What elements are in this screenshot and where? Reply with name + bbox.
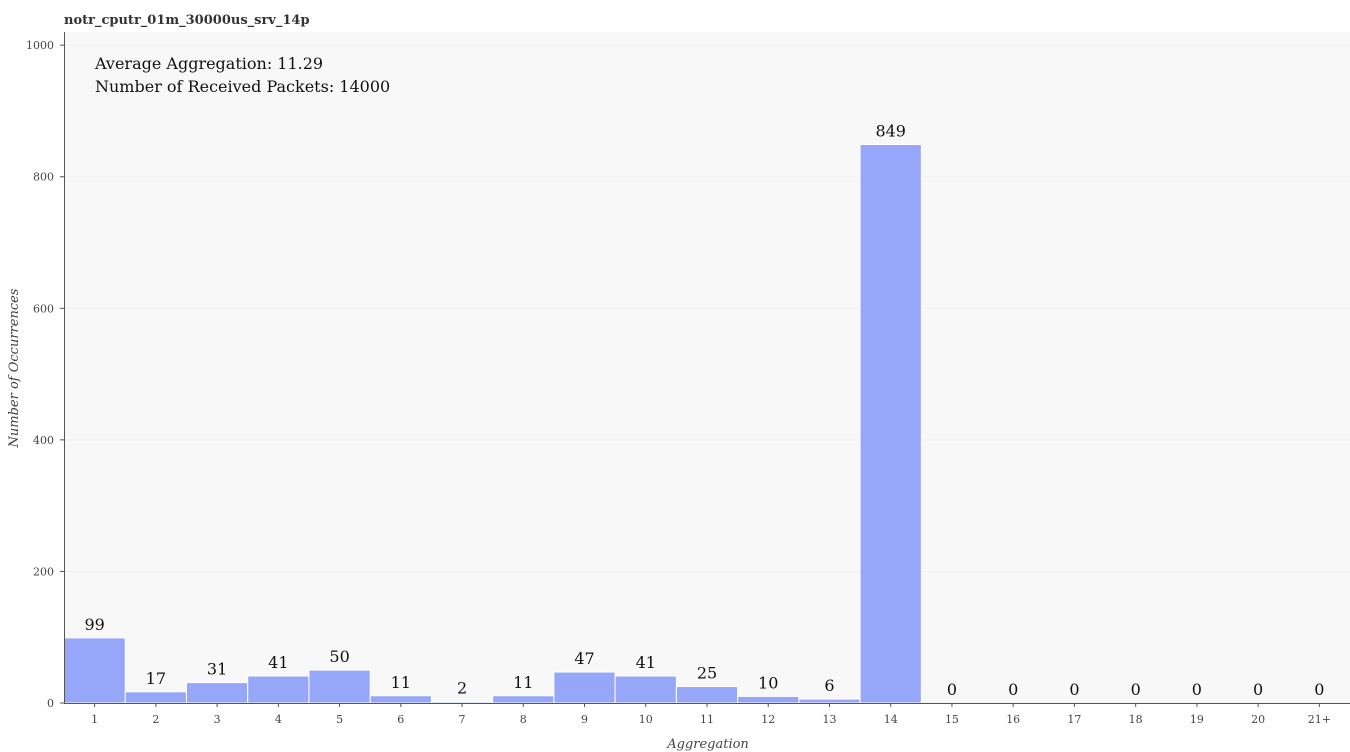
x-tick-label: 12 xyxy=(761,713,775,726)
bar-value-label: 0 xyxy=(1131,680,1141,699)
x-tick-label: 10 xyxy=(639,713,653,726)
bar-value-label: 25 xyxy=(697,664,717,683)
plot-area xyxy=(64,32,1350,703)
bar-value-label: 99 xyxy=(84,615,104,634)
bar xyxy=(675,686,739,704)
bar-value-label: 50 xyxy=(329,647,349,666)
x-tick-label: 18 xyxy=(1129,713,1143,726)
bar-value-label: 47 xyxy=(574,649,594,668)
x-tick-label: 14 xyxy=(884,713,898,726)
bar-value-label: 0 xyxy=(1008,680,1018,699)
bar-value-label: 11 xyxy=(391,673,411,692)
x-ticks-group: 1 2 3 4 5 6 7 8 9 10 11 12 13 14 15 16 17 18 19 20 21+ xyxy=(91,703,1331,726)
annotation-received-packets: Number of Received Packets: 14000 xyxy=(95,77,390,96)
x-tick-label: 3 xyxy=(214,713,221,726)
bars-group xyxy=(63,143,922,704)
y-tick-label: 800 xyxy=(33,171,54,184)
bar xyxy=(247,675,310,704)
y-tick-label: 1000 xyxy=(26,39,54,52)
bar xyxy=(553,671,616,704)
bar-value-label: 17 xyxy=(146,669,166,688)
chart-title: notr_cputr_01m_30000us_srv_14p xyxy=(64,13,310,28)
bar-value-label: 2 xyxy=(457,679,467,698)
x-tick-label: 19 xyxy=(1190,713,1204,726)
bar-value-label: 41 xyxy=(268,653,288,672)
annotation-average-aggregation: Average Aggregation: 11.29 xyxy=(94,54,323,73)
x-tick-label: 7 xyxy=(459,713,466,726)
bar xyxy=(63,637,126,704)
y-tick-label: 0 xyxy=(47,697,54,710)
bar-value-label: 41 xyxy=(636,653,656,672)
x-tick-label: 20 xyxy=(1251,713,1265,726)
bar-value-label: 31 xyxy=(207,660,227,679)
bar xyxy=(492,695,555,704)
bar xyxy=(369,695,432,704)
bar xyxy=(614,675,677,704)
bar-value-label: 849 xyxy=(875,121,906,140)
x-tick-label: 2 xyxy=(152,713,159,726)
bar xyxy=(185,682,249,704)
bar-value-label: 0 xyxy=(1253,680,1263,699)
bar-value-label: 11 xyxy=(513,673,533,692)
x-tick-label: 17 xyxy=(1067,713,1081,726)
y-tick-label: 400 xyxy=(33,434,54,447)
y-axis-label: Number of Occurrences xyxy=(7,288,22,448)
bar-value-label: 0 xyxy=(1314,680,1324,699)
bar xyxy=(430,701,494,704)
bar-value-label: 10 xyxy=(758,673,778,692)
x-tick-label: 1 xyxy=(91,713,98,726)
x-tick-label: 21+ xyxy=(1308,713,1331,726)
bar-labels-group: 99 17 31 41 50 11 2 11 47 41 25 10 6 849 0 0 0 0 0 0 0 xyxy=(84,121,1324,699)
bar xyxy=(859,143,922,704)
bar xyxy=(737,695,800,704)
bar xyxy=(308,669,371,704)
x-tick-label: 8 xyxy=(520,713,527,726)
x-tick-label: 16 xyxy=(1006,713,1020,726)
bar xyxy=(124,691,187,704)
x-tick-label: 15 xyxy=(945,713,959,726)
y-tick-label: 600 xyxy=(33,302,54,315)
y-ticks-group: 0 200 400 600 800 1000 xyxy=(26,39,64,710)
x-tick-label: 9 xyxy=(581,713,588,726)
x-tick-label: 6 xyxy=(397,713,404,726)
x-tick-label: 5 xyxy=(336,713,343,726)
x-tick-label: 13 xyxy=(822,713,836,726)
bar-value-label: 0 xyxy=(947,680,957,699)
bar xyxy=(798,698,861,704)
bar-value-label: 6 xyxy=(824,676,834,695)
x-tick-label: 11 xyxy=(700,713,714,726)
y-tick-label: 200 xyxy=(33,565,54,578)
bar-value-label: 0 xyxy=(1069,680,1079,699)
x-tick-label: 4 xyxy=(275,713,282,726)
bar-value-label: 0 xyxy=(1192,680,1202,699)
x-axis-label: Aggregation xyxy=(666,737,749,752)
